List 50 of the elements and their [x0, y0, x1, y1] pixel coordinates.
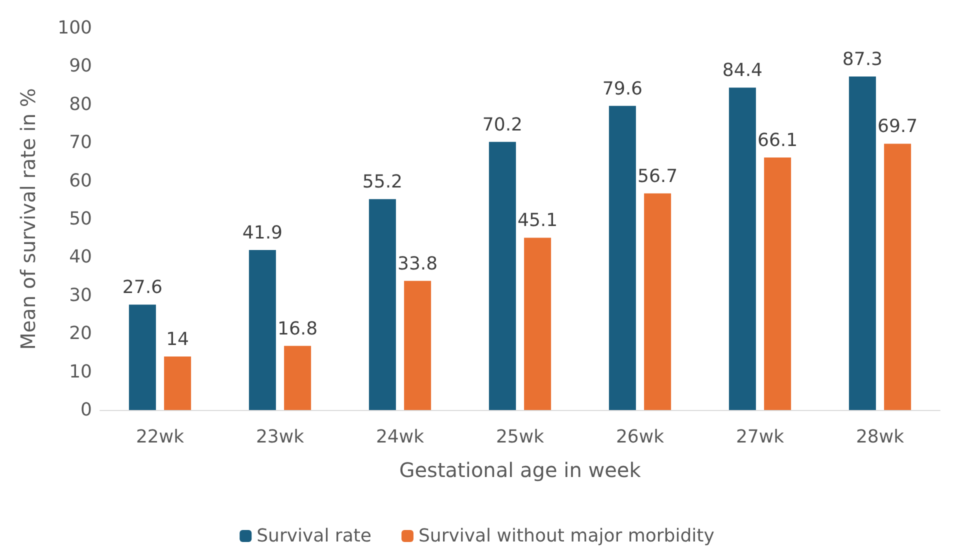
bar	[488, 142, 516, 410]
bar	[128, 304, 156, 410]
data-label: 87.3	[842, 49, 882, 70]
bar	[848, 76, 876, 410]
data-label: 41.9	[242, 222, 282, 244]
y-axis-title: Mean of survival rate in %	[16, 88, 40, 350]
data-label: 84.4	[722, 60, 762, 82]
bar	[248, 250, 276, 410]
bar	[608, 106, 636, 410]
x-axis-title: Gestational age in week	[399, 458, 642, 482]
data-label: 27.6	[122, 277, 162, 298]
x-tick-label: 25wk	[496, 426, 545, 448]
legend-label: Survival rate	[256, 526, 372, 546]
y-tick-label: 20	[69, 323, 92, 344]
bar	[728, 88, 756, 410]
y-tick-label: 10	[69, 361, 92, 382]
y-tick-label: 100	[58, 18, 92, 38]
bar	[404, 280, 432, 410]
data-label: 69.7	[878, 116, 918, 138]
x-tick-label: 23wk	[256, 426, 305, 448]
data-label: 70.2	[482, 114, 522, 136]
y-tick-label: 80	[69, 94, 92, 115]
x-tick-label: 26wk	[616, 426, 665, 448]
legend-label: Survival without major morbidity	[418, 526, 715, 546]
bar	[644, 193, 672, 410]
data-label: 33.8	[398, 253, 438, 274]
data-label: 55.2	[362, 172, 402, 193]
y-tick-label: 0	[80, 400, 92, 420]
bar	[764, 158, 792, 410]
data-label: 45.1	[518, 210, 558, 232]
bar	[164, 356, 192, 410]
data-label: 16.8	[278, 318, 318, 340]
y-tick-label: 30	[69, 284, 92, 306]
x-tick-label: 22wk	[136, 426, 185, 448]
data-label: 66.1	[758, 130, 798, 151]
y-tick-label: 70	[69, 132, 92, 154]
bar	[284, 346, 312, 410]
y-tick-label: 40	[69, 246, 92, 268]
data-label: 14	[166, 329, 190, 350]
y-tick-label: 50	[69, 208, 92, 230]
data-label: 79.6	[602, 78, 642, 100]
bar	[368, 199, 396, 410]
data-label: 56.7	[638, 166, 678, 187]
bar	[884, 144, 912, 410]
y-tick-label: 60	[69, 170, 92, 192]
y-tick-label: 90	[69, 56, 92, 77]
bar	[524, 238, 552, 410]
x-tick-label: 27wk	[736, 426, 785, 448]
x-tick-label: 24wk	[376, 426, 425, 448]
x-tick-label: 28wk	[856, 426, 905, 448]
